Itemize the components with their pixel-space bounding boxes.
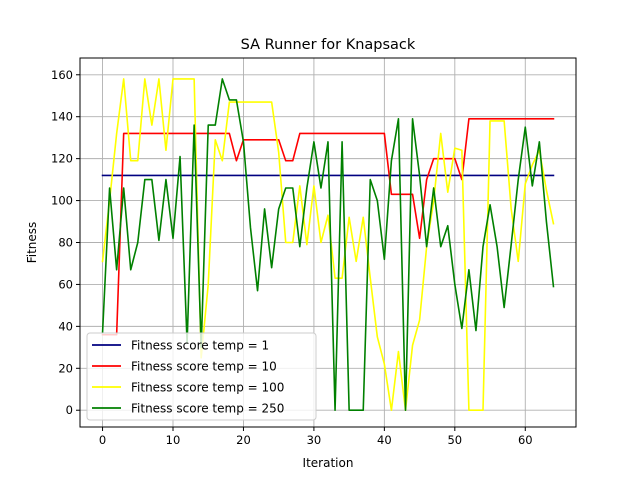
x-tick-label: 20 [236,433,251,447]
y-tick-label: 160 [51,68,73,82]
y-tick-label: 40 [58,319,73,333]
x-tick-label: 60 [518,433,533,447]
x-tick-label: 10 [166,433,181,447]
y-tick-label: 140 [51,110,73,124]
y-tick-label: 100 [51,194,73,208]
y-axis-label: Fitness [25,222,39,264]
x-tick-label: 0 [99,433,106,447]
legend-entries: Fitness score temp = 1 Fitness score temp… [92,339,284,416]
y-tick-label: 80 [58,236,73,250]
x-axis-label: Iteration [303,456,354,470]
y-tick-label: 20 [58,361,73,375]
legend-label-3: Fitness score temp = 100 [131,381,284,395]
legend: Fitness score temp = 1 Fitness score temp… [86,332,317,421]
x-tick-label: 50 [447,433,462,447]
chart-title: SA Runner for Knapsack [241,37,416,53]
x-tick-label: 30 [307,433,322,447]
x-axis-ticks: 0 10 20 30 40 50 60 [99,427,533,447]
grid-lines [80,58,576,427]
legend-label-1: Fitness score temp = 1 [131,339,269,353]
series-line-3 [101,78,555,412]
x-tick-label: 40 [377,433,392,447]
series-lines [101,78,555,412]
legend-box [86,332,317,421]
y-tick-label: 0 [66,403,73,417]
legend-label-2: Fitness score temp = 10 [131,360,277,374]
legend-label-4: Fitness score temp = 250 [131,402,284,416]
y-tick-label: 60 [58,277,73,291]
y-tick-label: 120 [51,152,73,166]
series-line-2 [101,118,555,336]
series-line-4 [101,78,555,412]
y-axis-ticks: 0 20 40 60 80 100 120 140 160 [51,68,80,417]
